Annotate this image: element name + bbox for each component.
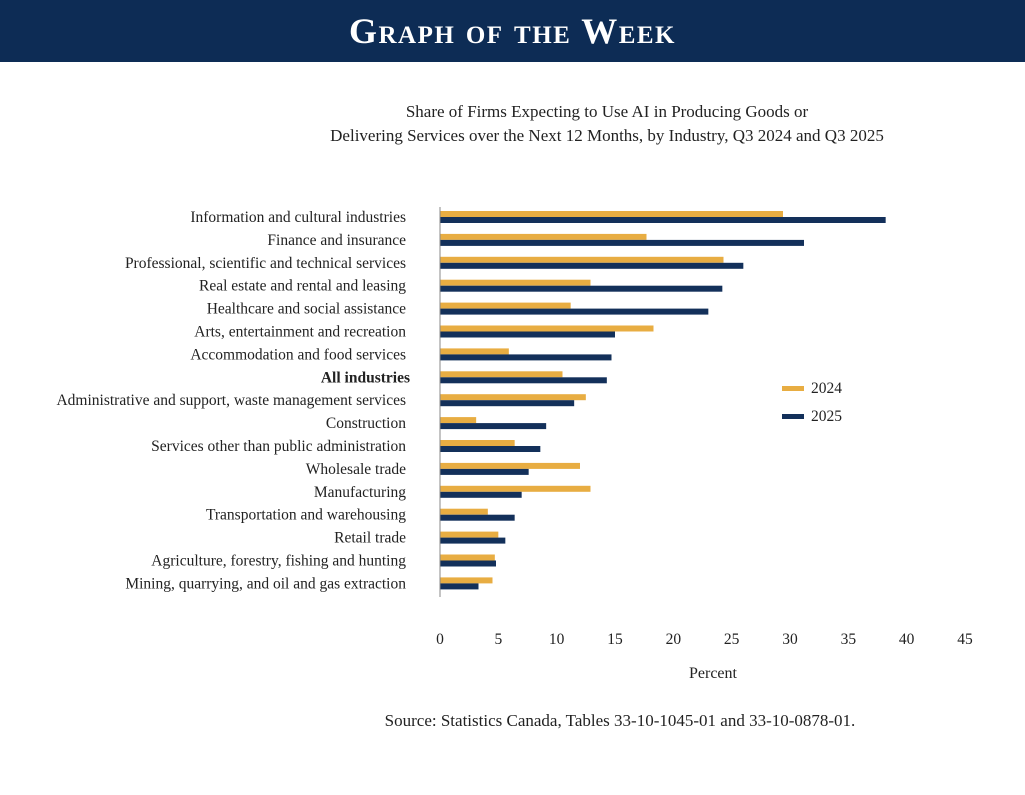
bar-2025 [440, 514, 515, 521]
bar-2024 [440, 233, 647, 240]
category-label: Agriculture, forestry, fishing and hunti… [151, 553, 406, 570]
bar-2024 [440, 508, 488, 515]
bar-2024 [440, 577, 493, 584]
category-label: Transportation and warehousing [206, 507, 406, 524]
x-axis-label: Percent [689, 665, 738, 682]
bar-2025 [440, 285, 723, 292]
chart-title-line-2: Delivering Services over the Next 12 Mon… [330, 126, 884, 145]
bar-2025 [440, 468, 529, 475]
bar-2024 [440, 394, 586, 401]
x-tick-label: 20 [666, 631, 682, 648]
bar-2025 [440, 331, 615, 338]
bar-2024 [440, 485, 591, 492]
bar-2025 [440, 446, 541, 452]
category-label: Manufacturing [314, 484, 406, 501]
category-label: Construction [326, 415, 406, 432]
bar-2024 [440, 302, 571, 309]
chart-title-line-1: Share of Firms Expecting to Use AI in Pr… [406, 102, 809, 121]
bar-2024 [440, 554, 495, 561]
legend-label-2024: 2024 [811, 380, 842, 397]
bar-2025 [440, 217, 886, 223]
bar-2025 [440, 400, 575, 407]
bar-2024 [440, 417, 477, 424]
category-label: Mining, quarrying, and oil and gas extra… [125, 575, 406, 592]
bar-2025 [440, 308, 709, 315]
category-label: Healthcare and social assistance [207, 301, 406, 318]
category-label: Services other than public administratio… [151, 438, 406, 455]
banner-title: Graph of the Week [0, 0, 1025, 62]
bar-2025 [440, 354, 612, 361]
bar-2024 [440, 371, 563, 378]
category-label: Accommodation and food services [190, 346, 406, 363]
category-label: Finance and insurance [267, 232, 406, 249]
x-tick-label: 0 [436, 631, 444, 648]
category-label: Professional, scientific and technical s… [125, 255, 406, 272]
bar-2025 [440, 560, 496, 567]
bar-2024 [440, 348, 509, 355]
x-tick-label: 10 [549, 631, 565, 648]
category-label: Retail trade [334, 530, 406, 547]
category-label: Wholesale trade [306, 461, 406, 478]
bar-2024 [440, 211, 783, 217]
bar-2025 [440, 423, 547, 430]
bar-2025 [440, 377, 607, 384]
legend-label-2025: 2025 [811, 408, 842, 425]
x-tick-label: 25 [724, 631, 740, 648]
bar-2025 [440, 537, 506, 544]
legend-swatch-2025 [782, 414, 804, 419]
bar-2025 [440, 239, 804, 246]
category-label: Real estate and rental and leasing [199, 278, 406, 295]
x-tick-label: 45 [957, 631, 973, 648]
bar-2024 [440, 440, 515, 446]
x-tick-label: 40 [899, 631, 915, 648]
category-label: All industries [321, 369, 410, 386]
bar-2024 [440, 325, 654, 332]
bar-2024 [440, 462, 580, 469]
legend-swatch-2024 [782, 386, 804, 391]
bar-2024 [440, 256, 724, 263]
category-label: Information and cultural industries [190, 209, 406, 226]
legend: 2024 2025 [782, 380, 842, 425]
bar-2025 [440, 262, 744, 269]
bar-2024 [440, 279, 591, 286]
x-tick-label: 15 [607, 631, 623, 648]
category-label: Administrative and support, waste manage… [56, 392, 406, 409]
source-note: Source: Statistics Canada, Tables 33-10-… [385, 711, 856, 730]
bar-2024 [440, 531, 499, 538]
x-tick-label: 35 [841, 631, 857, 648]
x-tick-label: 5 [494, 631, 502, 648]
bar-2025 [440, 583, 479, 590]
x-tick-label: 30 [782, 631, 798, 648]
category-label: Arts, entertainment and recreation [194, 324, 406, 341]
bar-2025 [440, 491, 522, 498]
